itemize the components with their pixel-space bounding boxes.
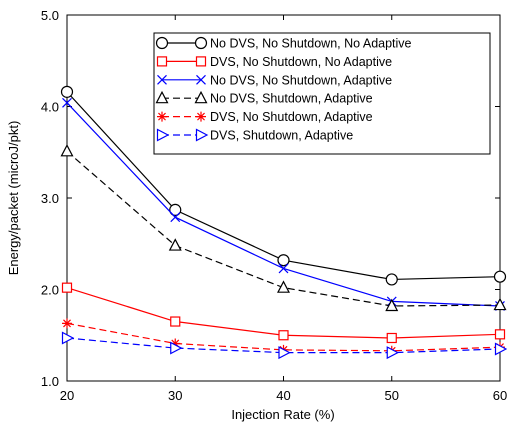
x-marker <box>62 97 72 108</box>
legend-entry: No DVS, No Shutdown, Adaptive <box>157 73 392 87</box>
x-axis-label: Injection Rate (%) <box>231 407 334 422</box>
square-marker <box>494 329 506 340</box>
circle-marker <box>169 203 182 216</box>
y-tick-label: 4.0 <box>41 100 59 115</box>
circle-marker <box>277 254 290 267</box>
triangle-up-marker <box>194 90 208 104</box>
legend-entry: No DVS, No Shutdown, No Adaptive <box>155 36 412 51</box>
x-marker <box>278 263 289 274</box>
y-tick-label: 5.0 <box>41 8 59 23</box>
triangle-up-marker <box>155 90 169 104</box>
square-marker <box>156 56 168 67</box>
star-marker <box>62 318 72 329</box>
y-axis-label: Energy/packet (microJ/pkt) <box>6 121 21 276</box>
square-marker <box>386 332 397 344</box>
legend-label: DVS, Shutdown, Adaptive <box>210 129 353 143</box>
triangle-up-marker <box>385 298 399 312</box>
square-marker <box>195 56 207 67</box>
y-tick-label: 1.0 <box>41 374 59 389</box>
square-marker <box>61 282 73 293</box>
legend-label: DVS, No Shutdown, Adaptive <box>210 110 373 124</box>
legend-box <box>153 32 491 155</box>
star-marker <box>170 338 181 349</box>
triangle-right-marker <box>494 342 507 356</box>
legend-label: No DVS, No Shutdown, Adaptive <box>210 73 392 87</box>
triangle-right-marker <box>61 331 75 345</box>
series-0 <box>60 85 507 286</box>
series-5 <box>61 331 507 360</box>
x-marker <box>196 74 206 85</box>
legend-label: No DVS, No Shutdown, No Adaptive <box>210 37 412 51</box>
square-marker <box>170 316 181 327</box>
star-marker <box>196 111 206 122</box>
triangle-right-marker <box>156 128 170 142</box>
series-line <box>66 337 501 354</box>
circle-marker <box>155 36 169 50</box>
circle-marker <box>194 36 208 50</box>
x-tick-label: 20 <box>60 388 74 403</box>
legend-label: DVS, No Shutdown, No Adaptive <box>210 55 392 69</box>
triangle-up-marker <box>60 144 74 157</box>
series-3 <box>60 144 507 312</box>
legend-entry: No DVS, Shutdown, Adaptive <box>155 90 373 106</box>
y-tick-label: 2.0 <box>41 283 59 298</box>
triangle-up-marker <box>493 297 507 311</box>
triangle-right-marker <box>278 346 291 360</box>
triangle-up-marker <box>277 280 290 293</box>
legend-entry: DVS, No Shutdown, No Adaptive <box>156 55 392 69</box>
x-marker <box>157 74 167 85</box>
x-tick-label: 60 <box>493 388 507 403</box>
y-tick-label: 3.0 <box>41 191 59 206</box>
x-tick-label: 30 <box>168 388 182 403</box>
circle-marker <box>493 270 507 283</box>
legend-entry: DVS, No Shutdown, Adaptive <box>157 110 373 124</box>
triangle-right-marker <box>195 128 209 142</box>
x-marker <box>170 212 181 223</box>
square-marker <box>278 330 289 341</box>
triangle-right-marker <box>170 341 183 355</box>
x-tick-label: 40 <box>276 388 290 403</box>
legend-label: No DVS, Shutdown, Adaptive <box>210 92 373 106</box>
legend-entry: DVS, Shutdown, Adaptive <box>156 128 353 143</box>
triangle-up-marker <box>168 238 182 251</box>
star-marker <box>157 111 167 122</box>
circle-marker <box>60 85 74 98</box>
x-tick-label: 50 <box>385 388 399 403</box>
triangle-right-marker <box>386 346 400 360</box>
series-1 <box>61 282 506 344</box>
circle-marker <box>385 273 398 286</box>
